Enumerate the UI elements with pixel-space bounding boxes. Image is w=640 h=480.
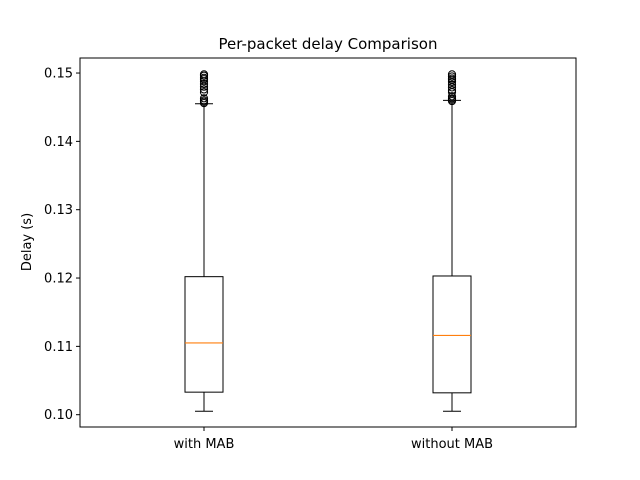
- y-tick-label: 0.11: [44, 340, 73, 355]
- outlier-point: [447, 72, 457, 81]
- box-iqr: [184, 276, 224, 393]
- outlier-point: [447, 70, 457, 79]
- outlier-point: [447, 92, 457, 101]
- y-tick-label: 0.13: [44, 203, 73, 218]
- outlier-point: [447, 74, 457, 83]
- outlier-point: [199, 96, 209, 105]
- y-tick-label: 0.14: [44, 135, 73, 150]
- outlier-point: [199, 94, 209, 103]
- outlier-point: [447, 80, 457, 89]
- y-axis-label: Delay (s): [20, 213, 35, 271]
- plot-area: [79, 57, 577, 428]
- outlier-point: [199, 70, 209, 79]
- chart-marks: 0.10 0.11 0.12 0.13 0.14 0.15 with MAB without …: [44, 67, 493, 452]
- y-tick-label: 0.12: [44, 272, 73, 287]
- chart-title: Per-packet delay Comparison: [219, 35, 438, 53]
- outlier-point: [199, 73, 209, 82]
- outlier-point: [199, 79, 209, 89]
- outlier-point: [199, 88, 209, 97]
- y-tick-label: 0.15: [44, 67, 73, 82]
- outlier-point: [447, 86, 457, 95]
- outlier-point: [447, 94, 457, 103]
- x-tick-label: without MAB: [411, 437, 493, 452]
- x-tick-label: with MAB: [174, 437, 235, 452]
- y-tick-label: 0.10: [44, 408, 73, 423]
- outlier-point: [199, 85, 209, 94]
- box-iqr: [432, 275, 472, 394]
